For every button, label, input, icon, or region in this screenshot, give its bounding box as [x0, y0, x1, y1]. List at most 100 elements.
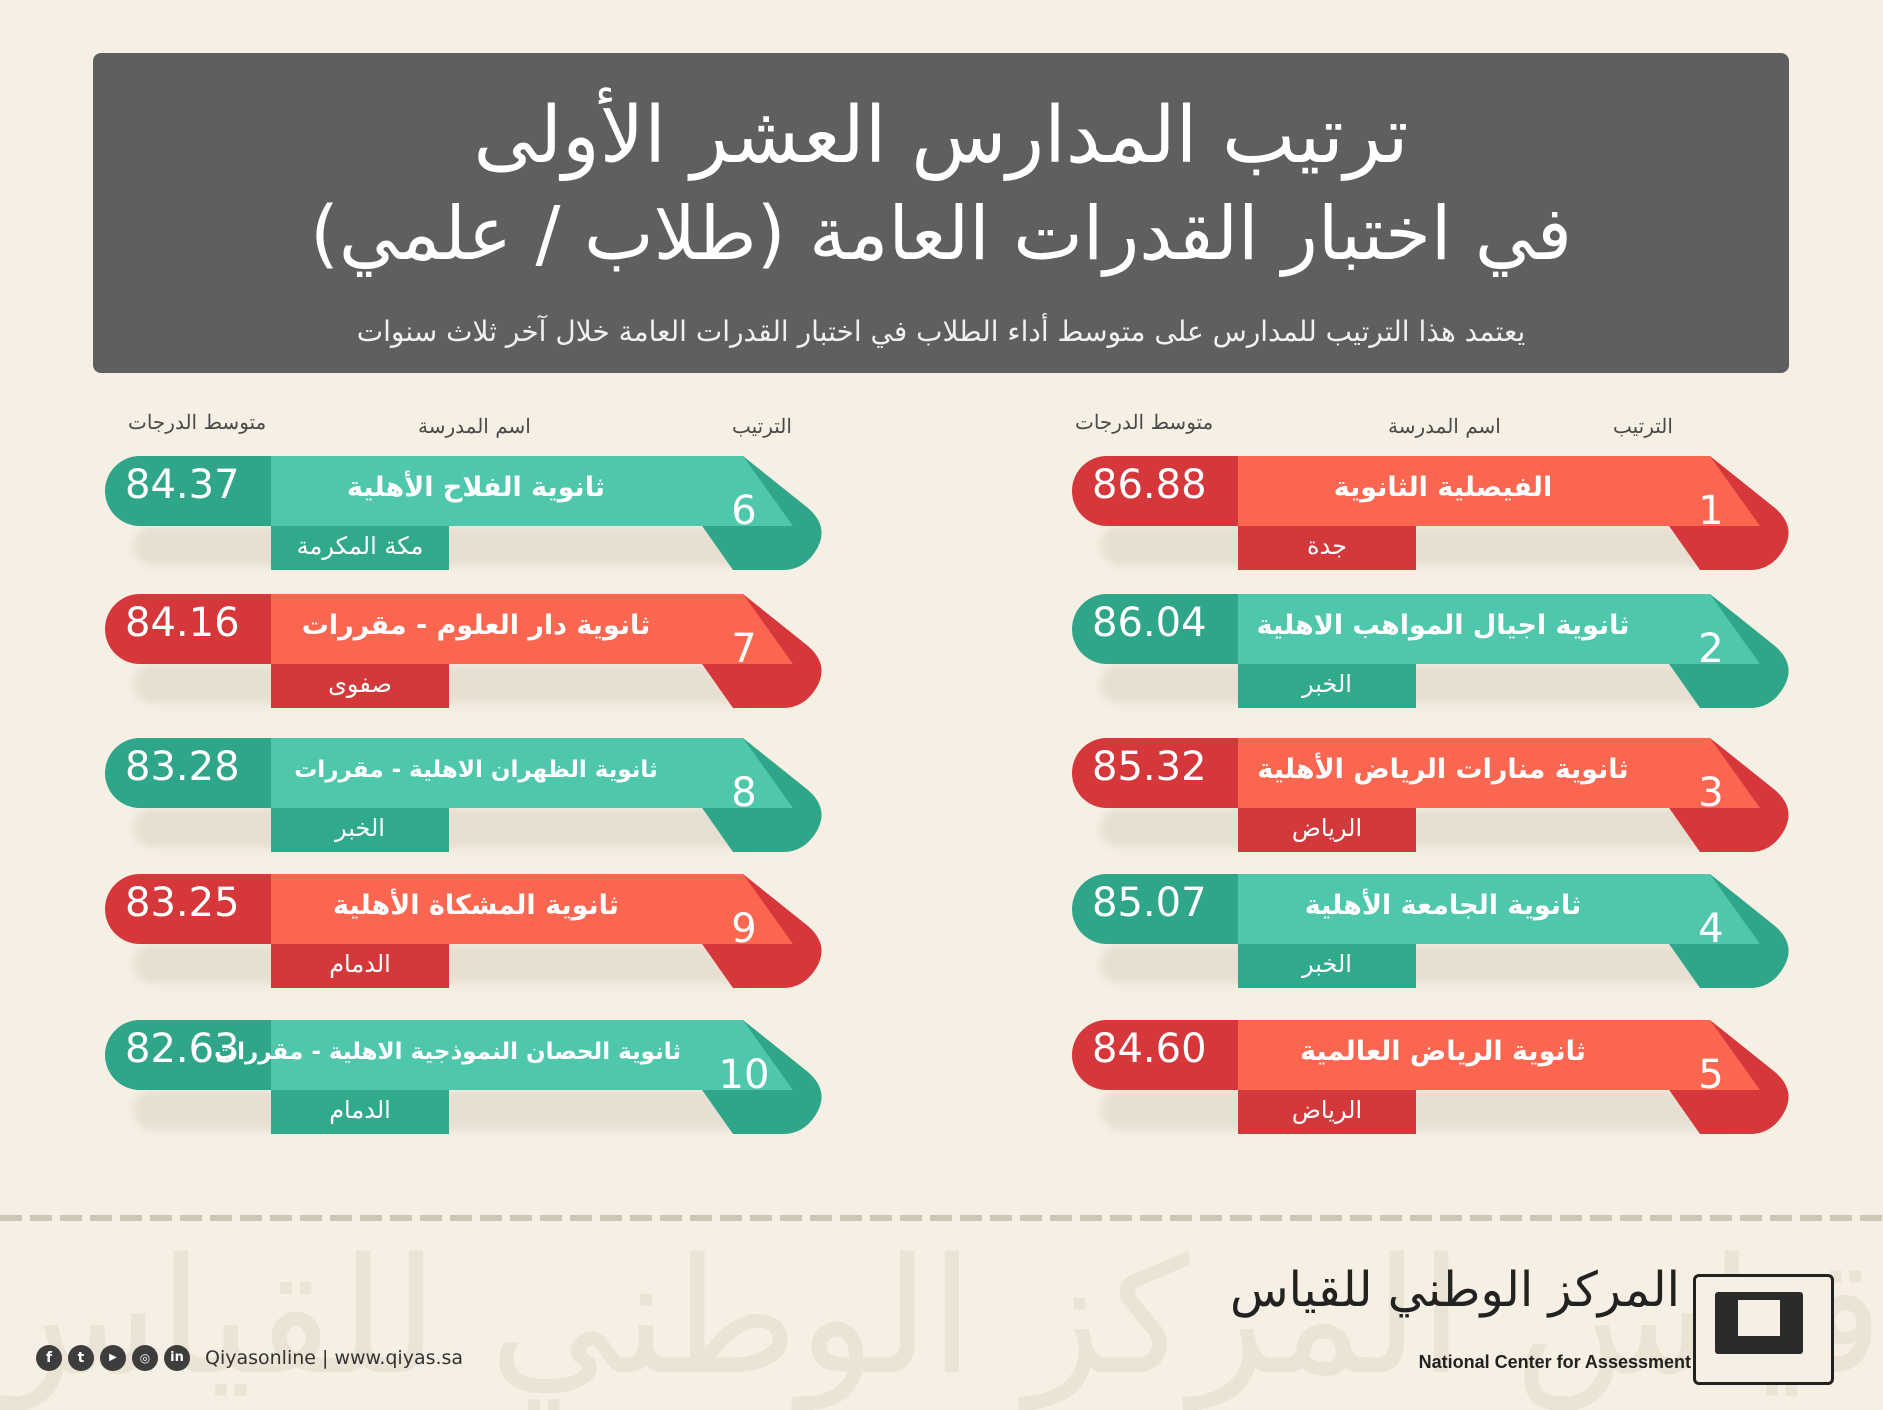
school-entry: 82.63 ثانوية الحصان النموذجية الاهلية - م… — [93, 1020, 828, 1140]
school-entry: 85.07 ثانوية الجامعة الأهلية الخبر 4 — [1060, 874, 1795, 994]
column-header-rank: الترتيب — [732, 414, 792, 438]
entry-shadow — [1100, 944, 1740, 984]
school-city: الرياض — [1291, 1096, 1363, 1124]
school-city: الدمام — [329, 1096, 391, 1124]
city-box — [1238, 944, 1416, 988]
school-score: 83.28 — [125, 744, 240, 790]
page-title-subline: في اختبار القدرات العامة (طلاب / علمي) — [310, 191, 1572, 277]
qiyas-logo-cutout — [1738, 1300, 1780, 1336]
entry-shadow — [1100, 1090, 1740, 1130]
rank-ribbon — [1620, 456, 1789, 570]
school-name: ثانوية الرياض العالمية — [1300, 1036, 1586, 1067]
rank-ribbon — [653, 874, 822, 988]
rank-ribbon-fold — [653, 874, 793, 944]
linkedin-icon[interactable]: in — [164, 1345, 190, 1371]
school-rank: 3 — [1698, 770, 1724, 816]
school-entry: 83.25 ثانوية المشكاة الأهلية الدمام 9 — [93, 874, 828, 994]
twitter-icon[interactable]: t — [68, 1345, 94, 1371]
school-name: ثانوية الظهران الاهلية - مقررات — [294, 757, 658, 783]
footer-divider — [0, 1215, 1883, 1221]
rank-ribbon — [1620, 874, 1789, 988]
rank-ribbon-fold — [1620, 874, 1760, 944]
city-box — [1238, 808, 1416, 852]
city-box — [271, 664, 449, 708]
school-name-band — [1238, 1020, 1648, 1090]
school-name: ثانوية اجيال المواهب الاهلية — [1256, 610, 1630, 641]
rank-ribbon — [1620, 1020, 1789, 1134]
school-city: الخبر — [1302, 950, 1352, 978]
page-title: ترتيب المدارس العشر الأولى — [473, 91, 1409, 181]
school-score: 84.16 — [125, 600, 240, 646]
school-name-band — [271, 874, 681, 944]
school-entry: 83.28 ثانوية الظهران الاهلية - مقررات الخب… — [93, 738, 828, 858]
rank-ribbon — [653, 594, 822, 708]
school-name-band — [1238, 456, 1648, 526]
city-box — [271, 808, 449, 852]
school-city: مكة المكرمة — [296, 532, 424, 560]
school-entry: 84.16 ثانوية دار العلوم - مقررات صفوى 7 — [93, 594, 828, 714]
title-banner: ترتيب المدارس العشر الأولى في اختبار الق… — [93, 53, 1789, 373]
column-header-rank: الترتيب — [1613, 414, 1673, 438]
city-box — [271, 526, 449, 570]
entry-shadow — [1100, 526, 1740, 566]
column-headers-right: متوسط الدرجات اسم المدرسة الترتيب — [0, 410, 1883, 440]
school-rank: 2 — [1698, 626, 1724, 672]
school-city: الخبر — [335, 814, 385, 842]
school-entry: 84.60 ثانوية الرياض العالمية الرياض 5 — [1060, 1020, 1795, 1140]
school-name-band — [271, 594, 681, 664]
entry-shadow — [133, 1090, 773, 1130]
page-subtitle: يعتمد هذا الترتيب للمدارس على متوسط أداء… — [356, 315, 1526, 348]
school-city: الدمام — [329, 950, 391, 978]
entry-shadow — [133, 526, 773, 566]
column-header-school: اسم المدرسة — [418, 414, 531, 438]
school-score: 82.63 — [125, 1026, 240, 1072]
school-name: ثانوية الجامعة الأهلية — [1304, 890, 1582, 921]
school-rank: 6 — [731, 488, 757, 534]
school-entry: 84.37 ثانوية الفلاح الأهلية مكة المكرمة 6 — [93, 456, 828, 576]
rank-ribbon — [653, 456, 822, 570]
school-name-band — [1238, 594, 1648, 664]
school-rank: 1 — [1698, 488, 1724, 534]
school-name: ثانوية دار العلوم - مقررات — [301, 610, 651, 641]
rank-ribbon — [653, 1020, 822, 1134]
facebook-icon[interactable]: f — [36, 1345, 62, 1371]
entry-shadow — [133, 808, 773, 848]
column-header-school: اسم المدرسة — [1388, 414, 1501, 438]
rank-ribbon-fold — [653, 594, 793, 664]
decorative-calligraphy: قياس المركز الوطني للقياس — [0, 1232, 1883, 1410]
rank-ribbon-fold — [1620, 456, 1760, 526]
city-box — [1238, 526, 1416, 570]
school-name-band — [1238, 738, 1648, 808]
rank-ribbon-fold — [1620, 594, 1760, 664]
logo-arabic-text: المركز الوطني للقياس — [1230, 1262, 1680, 1318]
school-entry: 85.32 ثانوية منارات الرياض الأهلية الرياض 3 — [1060, 738, 1795, 858]
school-name: ثانوية الحصان النموذجية الاهلية - مقررات — [213, 1039, 681, 1065]
school-rank: 4 — [1698, 906, 1724, 952]
school-rank: 8 — [731, 770, 757, 816]
instagram-icon[interactable]: ◎ — [132, 1345, 158, 1371]
rank-ribbon — [653, 738, 822, 852]
school-name: ثانوية منارات الرياض الأهلية — [1257, 754, 1629, 785]
school-name-band — [1238, 874, 1648, 944]
school-score: 86.04 — [1092, 600, 1207, 646]
entry-shadow — [1100, 664, 1740, 704]
school-score: 84.37 — [125, 462, 240, 508]
column-headers-left: متوسط الدرجات اسم المدرسة الترتيب — [0, 410, 1883, 440]
school-rank: 5 — [1698, 1052, 1724, 1098]
school-name-band — [271, 1020, 681, 1090]
rank-ribbon — [1620, 738, 1789, 852]
rank-ribbon-fold — [1620, 1020, 1760, 1090]
website-link[interactable]: Qiyasonline | www.qiyas.sa — [205, 1347, 464, 1369]
city-box — [271, 1090, 449, 1134]
rank-ribbon-fold — [653, 738, 793, 808]
school-name: ثانوية المشكاة الأهلية — [333, 890, 619, 921]
rank-ribbon-fold — [653, 1020, 793, 1090]
school-score: 83.25 — [125, 880, 240, 926]
entry-shadow — [1100, 808, 1740, 848]
school-name: ثانوية الفلاح الأهلية — [347, 472, 605, 503]
school-entry: 86.88 الفيصلية الثانوية جدة 1 — [1060, 456, 1795, 576]
youtube-icon[interactable]: ▶ — [100, 1345, 126, 1371]
school-city: الرياض — [1291, 814, 1363, 842]
column-header-average: متوسط الدرجات — [128, 410, 267, 434]
school-city: الخبر — [1302, 670, 1352, 698]
